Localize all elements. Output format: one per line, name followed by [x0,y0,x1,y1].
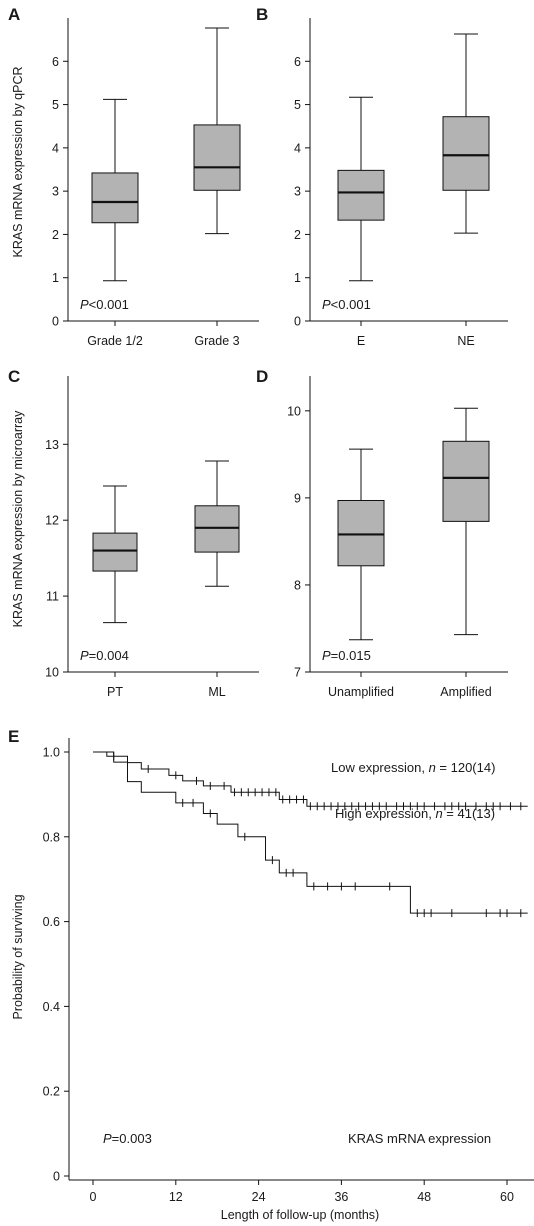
panel-letter: A [8,5,20,24]
y-tick-label: 7 [294,666,301,680]
p-value-italic: P [80,648,89,663]
series-label-part: = 41(13) [443,806,495,821]
p-value-italic: P [103,1131,112,1146]
y-tick-label: 3 [52,185,59,199]
p-value-value: =0.015 [331,648,371,663]
p-value-value: =0.004 [89,648,129,663]
survival-curve [93,751,528,807]
y-tick-label: 1 [294,271,301,285]
x-tick-label: Amplified [440,685,491,699]
y-tick-label: 5 [52,98,59,112]
y-tick-label: 2 [52,228,59,242]
p-value: P=0.015 [322,648,371,663]
panel-b: B 0 1 2 3 4 5 6 E NE P<0.001 [256,5,508,348]
x-tick-label: 0 [90,1190,97,1204]
p-value: P<0.001 [80,297,129,312]
panel-letter: C [8,367,20,386]
y-tick-label: 2 [294,228,301,242]
iqr-box [337,169,385,221]
series-label-part: n [429,760,436,775]
x-axis-title: Length of follow-up (months) [221,1208,379,1222]
p-value-italic: P [322,648,331,663]
panel-c: C 10 11 12 13 PT ML P=0.004 [8,367,259,699]
series-high-expression: High expression, n = 41(13) [93,751,528,918]
panel-letter: E [8,727,19,746]
y-tick-label: 0.6 [43,915,60,929]
x-tick-label: E [357,334,365,348]
x-tick-label: PT [107,685,123,699]
iqr-box [193,124,241,191]
p-value-value: <0.001 [331,297,371,312]
panel-d: D 7 8 9 10 Unamplified Amplified P=0.015 [256,367,508,699]
p-value: P<0.001 [322,297,371,312]
survival-curve [93,751,528,914]
y-tick-label: 8 [294,578,301,592]
iqr-box [91,172,139,224]
p-value: P=0.003 [103,1131,152,1146]
iqr-box [194,505,240,553]
y-tick-label: 3 [294,185,301,199]
series-label-part: = 120(14) [436,760,496,775]
y-tick-label: 5 [294,98,301,112]
iqr-box [442,116,490,191]
y-tick-label: 6 [52,55,59,69]
iqr-box [442,440,490,522]
y-tick-label: 4 [294,141,301,155]
x-tick-label: Grade 3 [194,334,239,348]
panel-a: A 0 1 2 3 4 5 6 Grade 1/2 Grade 3 P<0.001 [8,5,259,348]
series-label-part: n [435,806,442,821]
p-value: P=0.004 [80,648,129,663]
y-tick-label: 4 [52,141,59,155]
iqr-box [92,532,138,572]
x-tick-label: Unamplified [328,685,394,699]
p-value-value: <0.001 [89,297,129,312]
panel-letter: D [256,367,268,386]
y-axis-title: Probability of surviving [11,894,25,1019]
series-low-expression: Low expression, n = 120(14) [93,751,528,811]
y-tick-label: 0.4 [43,1000,60,1014]
series-label: Low expression, n = 120(14) [331,760,495,775]
p-value-italic: P [80,297,89,312]
p-value-italic: P [322,297,331,312]
p-value-value: =0.003 [112,1131,152,1146]
x-tick-label: 12 [169,1190,183,1204]
x-tick-label: NE [457,334,474,348]
iqr-box [337,499,385,567]
y-tick-label: 1.0 [43,746,60,760]
series-label-part: Low expression, [331,760,429,775]
y-tick-label: 1 [52,271,59,285]
x-tick-label: 60 [500,1190,514,1204]
x-tick-label: 24 [252,1190,266,1204]
y-tick-label: 9 [294,491,301,505]
y-tick-label: 0 [52,315,59,329]
y-tick-label: 6 [294,55,301,69]
y-tick-label: 11 [46,590,59,604]
x-tick-label: Grade 1/2 [87,334,143,348]
y-axis-title-qpcr: KRAS mRNA expression by qPCR [11,66,25,257]
y-axis-title-microarray: KRAS mRNA expression by microarray [11,410,25,627]
y-tick-label: 13 [45,438,59,452]
series-label-part: High expression, [335,806,435,821]
caption: KRAS mRNA expression [348,1131,491,1146]
y-tick-label: 10 [287,404,301,418]
y-tick-label: 0 [53,1170,60,1184]
y-tick-label: 0 [294,315,301,329]
y-tick-label: 0.8 [43,830,60,844]
x-tick-label: 48 [417,1190,431,1204]
panel-letter: B [256,5,268,24]
x-tick-label: 36 [334,1190,348,1204]
y-tick-label: 12 [45,514,59,528]
y-tick-label: 0.2 [43,1085,60,1099]
x-tick-label: ML [208,685,225,699]
series-label: High expression, n = 41(13) [335,806,495,821]
panel-e: E 0 0.2 0.4 0.6 0.8 1.0 0 12 24 36 48 60 Length of fo… [8,727,534,1222]
y-tick-label: 10 [45,666,59,680]
